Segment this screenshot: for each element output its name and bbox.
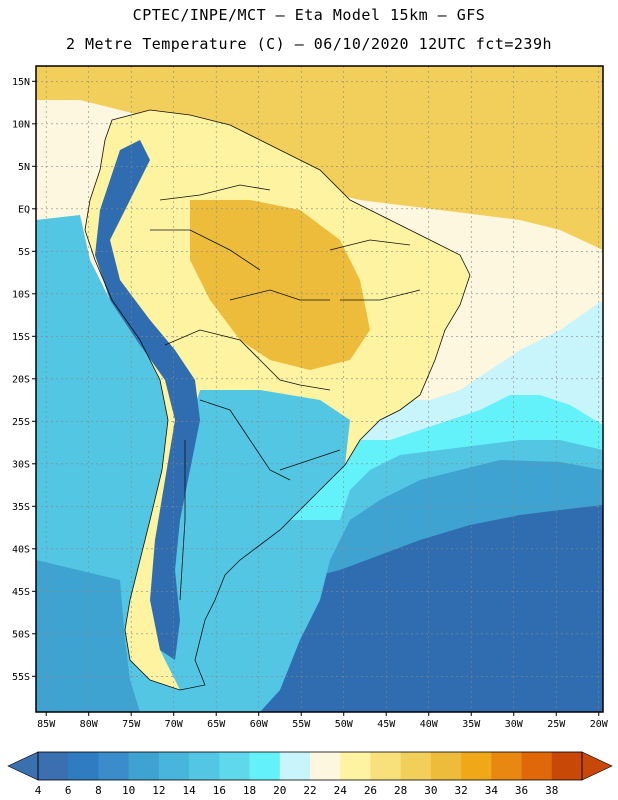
andes-cold-band	[95, 140, 200, 660]
latitude-labels: 15N 10N 5N EQ 5S 10S 15S 20S 25S 30S 35S 40S 45S 50S 5…	[12, 77, 36, 683]
border-line	[84, 109, 471, 691]
colorbar-label: 14	[182, 784, 196, 797]
colorbar-swatch	[189, 752, 220, 780]
colorbar-swatch	[38, 752, 69, 780]
title-line-2: 2 Metre Temperature (C) – 06/10/2020 12U…	[65, 35, 553, 53]
colorbar: 4 6 8 10 12 14 16 18 20 22 24 26 28 30 32 34 36 38	[7, 751, 613, 797]
lat-tick-label: 10S	[12, 289, 30, 300]
colorbar-swatch	[158, 752, 190, 780]
colorbar-label: 20	[273, 784, 286, 797]
colorbar-label: 30	[424, 784, 437, 797]
lon-tick-label: 35W	[462, 719, 481, 730]
lat-tick-label: 15N	[12, 77, 30, 88]
lat-tick-label: 10N	[12, 119, 30, 130]
colorbar-label: 36	[515, 784, 528, 797]
colorbar-label: 22	[303, 784, 316, 797]
colorbar-low-arrow	[7, 751, 39, 781]
lon-tick-label: 45W	[377, 719, 396, 730]
colorbar-label: 34	[485, 784, 499, 797]
lon-tick-label: 75W	[122, 719, 141, 730]
lat-tick-label: 30S	[12, 459, 30, 470]
colorbar-high-arrow	[581, 751, 613, 781]
lon-tick-label: 80W	[80, 719, 99, 730]
lat-tick-label: 15S	[12, 332, 30, 343]
lon-tick-label: 55W	[292, 719, 311, 730]
colorbar-swatch	[461, 752, 492, 780]
colorbar-swatch	[279, 752, 311, 780]
colorbar-swatch	[521, 752, 553, 780]
lon-tick-label: 60W	[250, 719, 269, 730]
map-frame	[35, 65, 604, 713]
lon-tick-label: 70W	[165, 719, 184, 730]
colorbar-label: 28	[394, 784, 407, 797]
colorbar-label: 6	[65, 784, 72, 797]
colorbar-label: 12	[152, 784, 165, 797]
colorbar-swatch	[98, 752, 129, 780]
lat-tick-label: 5N	[18, 162, 30, 173]
lon-tick-label: 30W	[505, 719, 524, 730]
lon-tick-label: 25W	[547, 719, 566, 730]
longitude-labels: 85W 80W 75W 70W 65W 60W 55W 50W 45W 40W 35W 30W 25W 2…	[37, 712, 609, 730]
colorbar-swatch	[68, 752, 99, 780]
colorbar-label: 4	[35, 784, 42, 797]
colorbar-label: 26	[364, 784, 377, 797]
lon-tick-label: 40W	[420, 719, 439, 730]
colorbar-swatch	[491, 752, 522, 780]
lat-tick-label: 45S	[12, 587, 30, 598]
border-line	[150, 184, 421, 601]
lon-tick-label: 85W	[37, 719, 56, 730]
lat-tick-label: EQ	[18, 204, 30, 215]
colorbar-swatch	[400, 752, 432, 780]
lat-tick-label: 35S	[12, 502, 30, 513]
lat-tick-label: 20S	[12, 374, 30, 385]
interior-hot-region	[190, 200, 370, 370]
map-field	[36, 66, 603, 712]
colorbar-label: 32	[454, 784, 467, 797]
colorbar-swatch	[310, 752, 341, 780]
country-borders	[84, 109, 471, 691]
colorbar-swatch	[430, 752, 462, 780]
colorbar-label: 8	[95, 784, 102, 797]
colorbar-swatch	[370, 752, 401, 780]
colorbar-label: 18	[243, 784, 256, 797]
lat-tick-label: 50S	[12, 629, 30, 640]
lat-tick-label: 40S	[12, 544, 30, 555]
colorbar-swatch	[340, 752, 371, 780]
lat-tick-label: 5S	[18, 247, 30, 258]
lon-tick-label: 50W	[335, 719, 354, 730]
colorbar-label: 16	[213, 784, 226, 797]
colorbar-swatch	[128, 752, 160, 780]
lat-tick-label: 25S	[12, 417, 30, 428]
ocean-zone-orange	[36, 66, 603, 250]
title-line-1: CPTEC/INPE/MCT – Eta Model 15km – GFS	[132, 6, 486, 24]
colorbar-swatch	[551, 752, 583, 780]
lon-tick-label: 65W	[207, 719, 226, 730]
colorbar-frame	[37, 751, 583, 781]
colorbar-label: 10	[122, 784, 135, 797]
colorbar-swatch	[249, 752, 281, 780]
lon-tick-label: 20W	[590, 719, 609, 730]
colorbar-swatch	[219, 752, 250, 780]
colorbar-label: 24	[334, 784, 348, 797]
colorbar-label: 38	[545, 784, 558, 797]
pacific-colder-ocean	[36, 560, 140, 712]
lat-tick-label: 55S	[12, 672, 30, 683]
